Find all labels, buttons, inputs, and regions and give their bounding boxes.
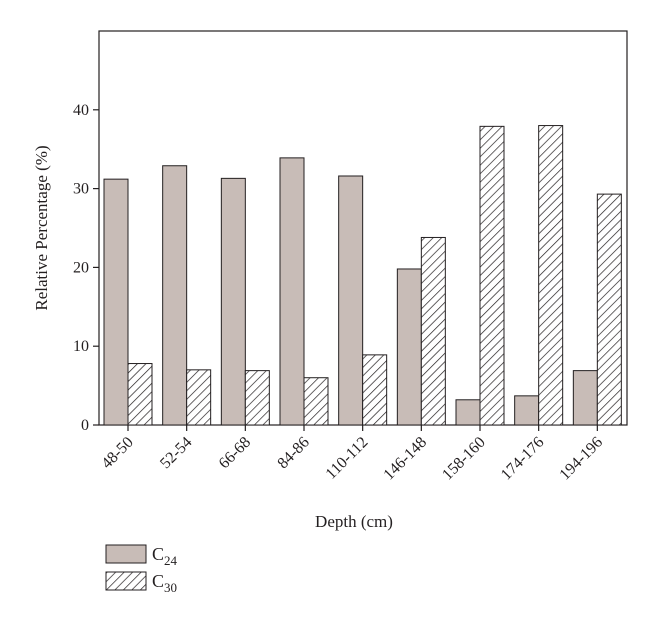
- bar-c24-84-86: [279, 157, 305, 426]
- x-tick-label: 110-112: [323, 434, 372, 483]
- x-tick-label: 84-86: [274, 434, 312, 472]
- bar-c24-48-50: [103, 178, 129, 426]
- x-axis-title: Depth (cm): [315, 512, 393, 531]
- bar-c30-146-148: [420, 236, 446, 426]
- y-axis-title: Relative Percentage (%): [32, 145, 51, 310]
- bar-c24-52-54: [162, 165, 188, 426]
- x-tick-label: 194-196: [556, 434, 606, 484]
- y-tick-label: 0: [81, 417, 89, 434]
- bar-c24-110-112: [338, 175, 364, 426]
- bar-c30-158-160: [479, 125, 505, 426]
- bar-c30-84-86: [303, 377, 329, 426]
- bar-c30-66-68: [244, 370, 270, 426]
- legend-label-c24: C24: [152, 544, 178, 568]
- x-axis: 48-50 52-54 66-68 84-86 110-112 146-148 158-16…: [98, 425, 606, 484]
- y-tick-label: 20: [73, 259, 89, 276]
- legend-label-c30: C30: [152, 571, 177, 595]
- x-tick-label: 146-148: [380, 434, 430, 484]
- bar-c30-174-176: [538, 125, 564, 426]
- bar-c24-158-160: [455, 399, 481, 426]
- x-tick-label: 48-50: [98, 434, 136, 472]
- bar-c24-174-176: [514, 395, 540, 426]
- bar-c30-48-50: [127, 363, 153, 426]
- legend-swatch-c30: [105, 571, 147, 591]
- bar-c30-194-196: [596, 193, 622, 426]
- x-tick-label: 66-68: [216, 434, 254, 472]
- y-axis: 0 10 20 30 40: [73, 102, 99, 434]
- bar-c24-194-196: [572, 370, 598, 426]
- legend-swatch-c24: [105, 544, 147, 564]
- x-tick-label: 52-54: [157, 434, 195, 472]
- y-tick-label: 10: [73, 338, 89, 355]
- bars-group: [103, 125, 622, 426]
- x-tick-label: 174-176: [498, 434, 548, 484]
- y-tick-label: 30: [73, 181, 89, 198]
- bar-c24-146-148: [396, 268, 422, 426]
- bar-c30-110-112: [362, 354, 388, 426]
- bar-c30-52-54: [186, 369, 212, 426]
- bar-c24-66-68: [220, 177, 246, 426]
- y-tick-label: 40: [73, 102, 89, 119]
- x-tick-label: 158-160: [439, 434, 489, 484]
- legend: C24 C30: [105, 544, 178, 595]
